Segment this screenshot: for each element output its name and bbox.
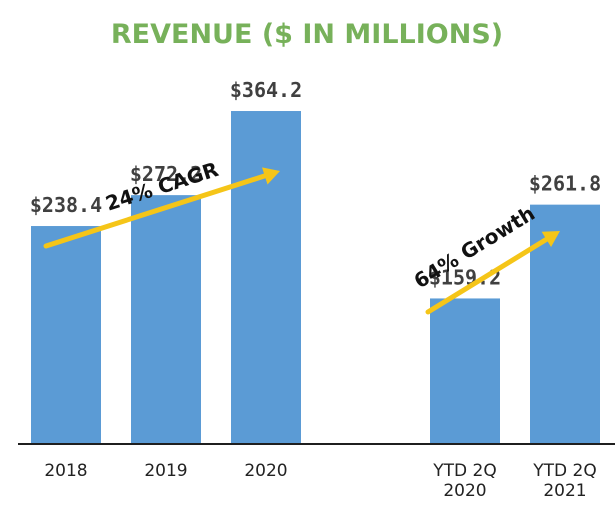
growth-arrow-head — [541, 231, 560, 248]
value-label: $272.2 — [130, 162, 202, 186]
bar-group — [31, 111, 600, 444]
bar — [430, 298, 500, 444]
bar — [131, 195, 201, 444]
growth-arrow-line — [425, 236, 549, 315]
label-group: $238.42018$272.22019$364.22020$159.2YTD … — [30, 78, 601, 501]
growth-arrow-line — [43, 173, 268, 249]
chart-title: REVENUE ($ IN MILLIONS) — [111, 19, 503, 50]
category-label: 2021 — [543, 481, 586, 501]
category-label: 2018 — [44, 461, 87, 481]
category-label: 2020 — [443, 481, 486, 501]
bar — [231, 111, 301, 444]
value-label: $238.4 — [30, 193, 102, 217]
category-label: YTD 2Q — [532, 461, 596, 481]
value-label: $261.8 — [529, 172, 601, 196]
value-label: $364.2 — [230, 78, 302, 102]
category-label: YTD 2Q — [432, 461, 496, 481]
category-label: 2019 — [144, 461, 187, 481]
growth-arrow-head — [262, 167, 280, 185]
category-label: 2020 — [244, 461, 287, 481]
bar — [31, 226, 101, 444]
